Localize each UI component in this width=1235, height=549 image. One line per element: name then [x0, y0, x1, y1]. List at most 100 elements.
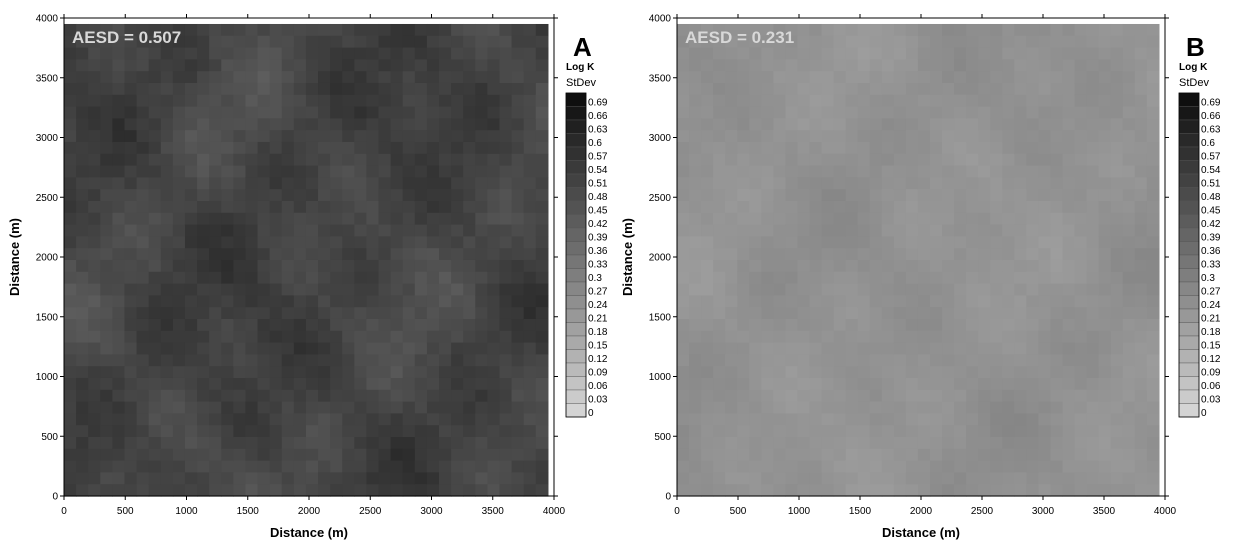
heatmap-cell [487, 448, 501, 462]
heatmap-cell [330, 318, 343, 332]
heatmap-cell [857, 165, 871, 178]
heatmap-cell [330, 330, 343, 344]
legend-swatch [1178, 214, 1200, 229]
heatmap-cell [893, 318, 907, 332]
heatmap-cell [535, 448, 549, 462]
heatmap-cell [233, 389, 247, 403]
heatmap-cell [821, 82, 835, 96]
y-axis-label: Distance (m) [7, 218, 22, 296]
heatmap-cell [1134, 259, 1148, 273]
heatmap-cell [821, 425, 835, 438]
heatmap-cell [809, 236, 823, 249]
heatmap-cell [773, 224, 787, 237]
heatmap-cell [942, 437, 955, 450]
heatmap-cell [197, 401, 210, 414]
heatmap-cell [64, 307, 77, 320]
heatmap-cell [1074, 106, 1088, 119]
heatmap-cell [293, 259, 307, 273]
heatmap-cell [954, 318, 967, 332]
heatmap-cell [1110, 271, 1124, 285]
heatmap-cell [463, 377, 476, 391]
heatmap-cell [1002, 118, 1015, 131]
heatmap-cell [1146, 94, 1160, 108]
heatmap-cell [689, 377, 702, 391]
heatmap-cell [1038, 401, 1052, 414]
heatmap-cell [845, 200, 859, 214]
heatmap-cell [112, 437, 126, 450]
heatmap-cell [378, 189, 392, 202]
heatmap-cell [893, 35, 907, 49]
heatmap-cell [1098, 413, 1112, 426]
heatmap-cell [184, 307, 198, 320]
heatmap-cell [197, 437, 210, 450]
heatmap-cell [833, 141, 847, 155]
heatmap-cell [1038, 366, 1052, 379]
heatmap-cell [1122, 189, 1136, 202]
heatmap-cell [1086, 448, 1100, 462]
heatmap-cell [1146, 271, 1160, 285]
heatmap-cell [378, 130, 392, 143]
heatmap-cell [535, 389, 549, 403]
heatmap-cell [1122, 389, 1136, 403]
heatmap-cell [737, 118, 750, 131]
heatmap-cell [426, 141, 440, 155]
heatmap-cell [833, 94, 847, 108]
heatmap-cell [88, 59, 101, 72]
heatmap-cell [88, 236, 101, 249]
heatmap-cell [749, 236, 762, 249]
heatmap-cell [905, 59, 919, 72]
heatmap-cell [160, 189, 174, 202]
heatmap-cell [124, 307, 138, 320]
heatmap-cell [487, 484, 501, 497]
heatmap-cell [809, 271, 823, 285]
heatmap-cell [821, 200, 835, 214]
heatmap-cell [184, 401, 198, 414]
heatmap-cell [100, 437, 113, 450]
heatmap-cell [184, 106, 198, 119]
heatmap-cell [954, 437, 967, 450]
legend-level-label: 0.63 [588, 125, 608, 136]
heatmap-cell [124, 141, 138, 155]
heatmap-cell [160, 130, 174, 143]
heatmap-cell [917, 165, 931, 178]
heatmap-cell [1062, 130, 1076, 143]
heatmap-cell [475, 47, 488, 60]
heatmap-cell [1014, 448, 1027, 462]
heatmap-cell [893, 82, 907, 96]
heatmap-cell [978, 259, 991, 273]
heatmap-cell [402, 200, 416, 214]
heatmap-cell [990, 271, 1003, 285]
heatmap-cell [148, 484, 162, 497]
heatmap-cell [1062, 23, 1076, 37]
heatmap-cell [112, 295, 126, 308]
heatmap-cell [773, 342, 787, 355]
heatmap-cell [160, 153, 174, 167]
heatmap-cell [293, 141, 307, 155]
heatmap-cell [930, 484, 943, 497]
heatmap-cell [930, 59, 943, 72]
heatmap-cell [1110, 35, 1124, 49]
heatmap-cell [487, 342, 501, 355]
heatmap-cell [1146, 413, 1160, 426]
heatmap-cell [1002, 354, 1015, 367]
heatmap-cell [209, 71, 222, 84]
heatmap-cell [761, 23, 774, 37]
heatmap-cell [76, 366, 89, 379]
heatmap-cell [390, 47, 404, 60]
heatmap-cell [833, 212, 847, 226]
heatmap-cell [905, 248, 919, 261]
heatmap-cell [845, 47, 859, 60]
heatmap-cell [1098, 283, 1112, 296]
heatmap-cell [439, 472, 452, 485]
heatmap-cell [281, 283, 295, 296]
heatmap-cell [487, 295, 501, 308]
legend-level-label: 0.51 [1201, 179, 1221, 190]
heatmap-cell [535, 413, 549, 426]
heatmap-cell [475, 118, 488, 131]
heatmap-cell [451, 448, 464, 462]
heatmap-cell [1026, 377, 1040, 391]
heatmap-cell [148, 460, 162, 473]
heatmap-cell [1146, 59, 1160, 72]
heatmap-cell [160, 330, 174, 344]
heatmap-cell [366, 342, 380, 355]
